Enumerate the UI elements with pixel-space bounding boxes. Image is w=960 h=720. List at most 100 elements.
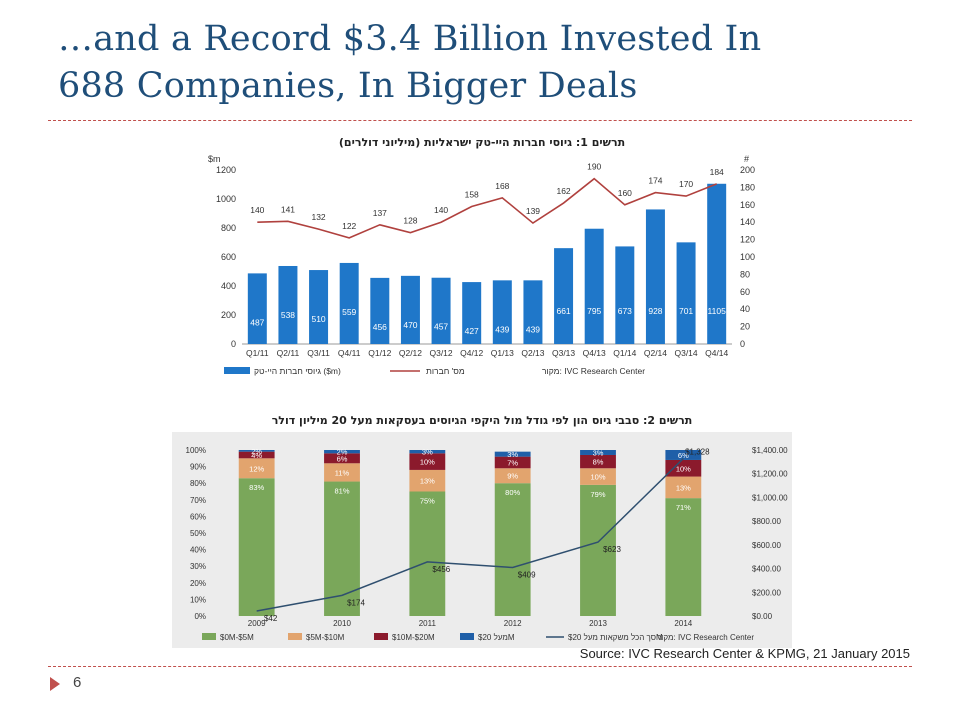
chart-2-title: תרשים 2: סבבי גיוס הון לפי גודל מול היקפ… [271, 414, 693, 427]
slide-title-line-2: 688 Companies, In Bigger Deals [58, 66, 638, 106]
chart-1-x-tick: Q2/13 [521, 348, 544, 358]
chart-1-bar-label: 559 [342, 307, 356, 317]
chart-1-bar [247, 273, 267, 344]
chart-1-left-tick: 600 [221, 252, 236, 262]
chart-2-right-tick: $1,000.00 [752, 493, 788, 502]
chart-1-line-label: 132 [311, 212, 325, 222]
chart-1-right-tick: 140 [740, 217, 755, 227]
chart-1-right-tick: 60 [740, 287, 750, 297]
chart-1-x-tick: Q4/12 [460, 348, 483, 358]
chart-1-plot: $m #0 200 400 600 800 1000 1200 0 20 40 60 80 100 120 1… [208, 154, 755, 376]
chart-2-left-tick: 80% [190, 479, 206, 488]
chart-1-left-unit: $m [208, 154, 221, 164]
chart-2-segment-label: 10% [590, 473, 605, 482]
chart-2-segment-label: 2% [251, 447, 262, 456]
chart-1-line-label: 158 [465, 190, 479, 200]
chart-1-right-tick: 40 [740, 304, 750, 314]
chart-1-bar [339, 262, 359, 344]
chart-2-left-tick: 40% [190, 546, 206, 555]
chart-2-segment [238, 458, 275, 479]
chart-2-segment-label: 12% [249, 464, 264, 473]
chart-2-segment [494, 451, 531, 457]
chart-2-x-tick: 2012 [504, 619, 522, 628]
chart-2-line-label: $623 [603, 545, 621, 554]
chart-2-legend-label: $0M-$5M [220, 633, 254, 642]
chart-1-line-label: 190 [587, 162, 601, 172]
chart-1-bar-label: 510 [311, 314, 325, 324]
chart-1-line-label: 140 [250, 205, 264, 215]
chart-1-bar [523, 280, 543, 344]
chart-1-right-tick: 0 [740, 339, 745, 349]
chart-1-legend-bar-swatch [224, 367, 250, 374]
chart-2-segment-label: 83% [249, 483, 264, 492]
title-divider [48, 120, 912, 121]
chart-2-left-tick: 70% [190, 496, 206, 505]
chart-1-x-tick: Q1/12 [368, 348, 391, 358]
chart-1-bar [584, 228, 604, 344]
chart-1-left-tick: 0 [231, 339, 236, 349]
chart-1-right-tick: 120 [740, 235, 755, 245]
chart-1-source: מקור: IVC Research Center [542, 366, 645, 376]
chart-1-bar-label: 470 [403, 320, 417, 330]
chart-1-right-tick: 20 [740, 322, 750, 332]
chart-2-segment [665, 498, 702, 616]
chart-2-left-tick: 20% [190, 579, 206, 588]
page-arrow-icon [50, 677, 60, 691]
chart-2-segment [324, 463, 360, 482]
chart-1-bar [492, 280, 512, 344]
chart-2-legend-swatch [288, 633, 302, 640]
chart-2-segment [409, 491, 446, 616]
chart-2-legend-label: $10M-$20M [392, 633, 435, 642]
chart-1-bar [707, 183, 727, 344]
slide-title-line-1: …and a Record $3.4 Billion Invested In [58, 19, 762, 59]
chart-2-segment [324, 453, 360, 464]
chart-1-bar-label: 661 [556, 306, 570, 316]
chart-1-x-tick: Q1/11 [246, 348, 269, 358]
chart-1-title: תרשים 1: גיוסי חברות היי-טק ישראליות (מי… [338, 136, 626, 149]
chart-2-right-tick: $400.00 [752, 565, 781, 574]
chart-2-segment-label: 80% [505, 488, 520, 497]
chart-1-bar-label: 701 [679, 306, 693, 316]
chart-2-segment-label: 7% [507, 458, 518, 467]
chart-1-x-tick: Q3/14 [674, 348, 697, 358]
chart-2-segment-label: 75% [420, 497, 435, 506]
chart-2-segment [665, 459, 702, 477]
chart-2-right-tick: $800.00 [752, 517, 781, 526]
chart-2-segment [409, 453, 446, 470]
chart-2-segment-label: 6% [678, 451, 689, 460]
chart-1-bar-label: 439 [495, 324, 509, 334]
chart-2-segment [238, 450, 275, 452]
chart-2-segment-label: 3% [422, 448, 433, 457]
chart-1: תרשים 1: גיוסי חברות היי-טק ישראליות (מי… [192, 132, 772, 382]
chart-1-legend-line-label: מס' חברות [426, 366, 465, 376]
source-note: Source: IVC Research Center & KPMG, 21 J… [579, 646, 910, 661]
chart-1-bar-label: 427 [465, 326, 479, 336]
chart-1-line-label: 174 [648, 176, 662, 186]
chart-1-x-tick: Q4/13 [583, 348, 606, 358]
chart-1-x-tick: Q2/11 [277, 348, 300, 358]
chart-2-segment [580, 450, 616, 455]
chart-1-x-tick: Q2/12 [399, 348, 422, 358]
chart-1-bar [370, 277, 390, 344]
chart-1-x-tick: Q4/14 [705, 348, 728, 358]
chart-2-segment-label: 13% [420, 477, 435, 486]
chart-2-legend-swatch [460, 633, 474, 640]
chart-1-x-tick: Q2/14 [644, 348, 667, 358]
chart-2-segment [409, 450, 446, 454]
chart-1-bar [676, 242, 696, 344]
chart-1-bar [309, 270, 329, 344]
chart-1-bar [615, 246, 635, 344]
chart-2-source: מקור: IVC Research Center [657, 633, 754, 642]
chart-1-line-label: 122 [342, 221, 356, 231]
chart-2-legend-label: $5M-$10M [306, 633, 345, 642]
chart-1-x-tick: Q3/12 [429, 348, 452, 358]
chart-2-right-tick: $1,200.00 [752, 470, 788, 479]
slide-title: …and a Record $3.4 Billion Invested In 6… [58, 16, 938, 110]
chart-1-bar-label: 538 [281, 310, 295, 320]
chart-1-right-unit: # [744, 154, 749, 164]
chart-1-line-label: 170 [679, 179, 693, 189]
chart-2-segment-label: 3% [507, 450, 518, 459]
chart-1-bar-label: 439 [526, 324, 540, 334]
chart-1-line-label: 140 [434, 205, 448, 215]
chart-2-segment-label: 10% [420, 458, 435, 467]
